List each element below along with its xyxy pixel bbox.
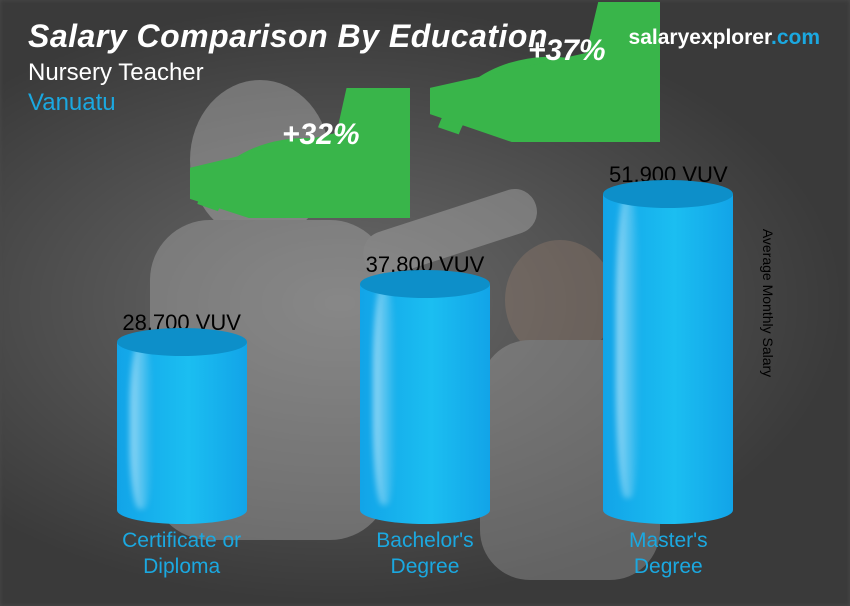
bar-chart: 28,700 VUV 37,800 VUV 51,900 VUV Certifi…	[60, 106, 790, 586]
bar-body	[360, 284, 490, 524]
watermark-part1: salaryexplorer	[629, 26, 771, 49]
bar-top-ellipse	[360, 270, 490, 298]
chart-title: Salary Comparison By Education	[28, 18, 548, 55]
bar-top-ellipse	[603, 180, 733, 208]
bar-group: 51,900 VUV	[568, 162, 768, 524]
bar	[360, 284, 490, 524]
bar-top-ellipse	[117, 328, 247, 356]
watermark: salaryexplorer.com	[629, 26, 820, 50]
x-axis-label: Bachelor'sDegree	[325, 528, 525, 586]
bars-container: 28,700 VUV 37,800 VUV 51,900 VUV	[60, 164, 790, 524]
increase-percent-label: +32%	[282, 118, 360, 152]
bar	[117, 342, 247, 524]
bar-body	[117, 342, 247, 524]
bar	[603, 194, 733, 524]
x-axis: Certificate orDiploma Bachelor'sDegree Mas…	[60, 528, 790, 586]
bar-group: 37,800 VUV	[325, 252, 525, 524]
chart-header: Salary Comparison By Education Nursery T…	[28, 18, 548, 117]
watermark-part2: .com	[771, 26, 820, 49]
x-axis-label: Master'sDegree	[568, 528, 768, 586]
y-axis-label: Average Monthly Salary	[760, 229, 776, 377]
bar-body	[603, 194, 733, 524]
chart-subtitle: Nursery Teacher	[28, 59, 548, 87]
x-axis-label: Certificate orDiploma	[82, 528, 282, 586]
bar-group: 28,700 VUV	[82, 310, 282, 524]
chart-location: Vanuatu	[28, 89, 548, 117]
